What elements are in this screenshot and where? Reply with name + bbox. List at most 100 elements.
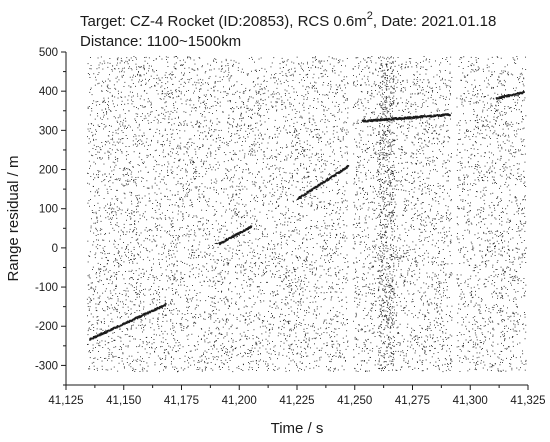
- noise-point: [247, 136, 249, 138]
- noise-point: [275, 105, 277, 107]
- noise-point: [248, 169, 250, 171]
- noise-point: [213, 89, 215, 91]
- noise-point: [312, 354, 314, 356]
- noise-point: [249, 298, 251, 299]
- noise-point: [271, 252, 273, 253]
- noise-point: [163, 149, 164, 151]
- noise-point: [265, 348, 267, 350]
- noise-point: [341, 131, 343, 132]
- noise-point: [310, 205, 312, 207]
- noise-point: [139, 344, 141, 346]
- noise-point: [182, 186, 184, 188]
- noise-point: [294, 340, 296, 342]
- noise-point: [190, 161, 191, 163]
- noise-point: [202, 101, 204, 103]
- noise-point: [334, 105, 336, 107]
- noise-point: [143, 308, 144, 310]
- noise-point: [246, 336, 248, 337]
- noise-point: [263, 79, 265, 81]
- noise-point: [193, 322, 194, 324]
- noise-point: [215, 178, 217, 180]
- noise-point: [121, 75, 123, 77]
- noise-point: [129, 66, 130, 68]
- noise-point: [176, 271, 178, 273]
- noise-point: [129, 300, 131, 302]
- noise-point: [305, 234, 307, 236]
- noise-point: [226, 92, 228, 94]
- noise-point: [300, 165, 302, 167]
- noise-point: [173, 105, 175, 106]
- noise-point: [138, 243, 139, 245]
- noise-point: [279, 67, 281, 69]
- noise-point: [177, 371, 178, 372]
- noise-point: [252, 255, 254, 257]
- noise-point: [210, 314, 212, 316]
- noise-point: [269, 348, 271, 350]
- noise-point: [98, 351, 99, 352]
- noise-point: [139, 152, 141, 154]
- noise-point: [163, 176, 165, 178]
- noise-point: [164, 349, 165, 351]
- noise-point: [342, 220, 344, 221]
- noise-point: [183, 327, 185, 329]
- noise-point: [136, 282, 137, 284]
- noise-point: [244, 186, 246, 188]
- noise-point: [285, 172, 287, 174]
- noise-point: [123, 303, 124, 305]
- noise-point: [97, 358, 99, 360]
- noise-point: [310, 129, 312, 131]
- noise-point: [260, 116, 261, 118]
- noise-point: [339, 350, 341, 352]
- noise-point: [165, 77, 167, 78]
- noise-point: [219, 146, 221, 148]
- noise-point: [172, 293, 174, 295]
- noise-point: [187, 194, 189, 196]
- noise-point: [306, 297, 308, 299]
- noise-point: [279, 258, 281, 259]
- noise-point: [200, 123, 202, 125]
- noise-point: [244, 155, 246, 157]
- noise-point: [155, 223, 156, 225]
- noise-point: [199, 97, 200, 98]
- noise-point: [206, 222, 208, 224]
- noise-point: [164, 349, 166, 351]
- noise-point: [88, 368, 89, 370]
- noise-point: [225, 248, 227, 250]
- noise-point: [165, 367, 167, 369]
- noise-point: [171, 118, 173, 120]
- noise-point: [140, 95, 142, 97]
- noise-point: [87, 73, 89, 74]
- noise-point: [121, 183, 123, 185]
- noise-point: [172, 250, 174, 251]
- noise-point: [112, 356, 114, 358]
- noise-point: [203, 228, 205, 230]
- noise-point: [343, 224, 345, 226]
- noise-point: [277, 127, 279, 129]
- noise-point: [112, 182, 114, 184]
- noise-point: [224, 353, 225, 354]
- noise-point: [298, 138, 300, 139]
- noise-point: [148, 200, 150, 202]
- noise-point: [180, 326, 182, 328]
- noise-point: [157, 321, 159, 322]
- noise-point: [98, 72, 100, 74]
- noise-point: [96, 367, 98, 369]
- noise-point: [126, 358, 128, 360]
- noise-point: [230, 100, 231, 102]
- noise-point: [252, 130, 254, 132]
- noise-point: [316, 136, 317, 138]
- noise-point: [218, 68, 220, 70]
- noise-point: [182, 369, 184, 371]
- noise-point: [191, 268, 193, 270]
- noise-point: [130, 194, 132, 196]
- noise-point: [229, 208, 231, 210]
- noise-point: [274, 156, 276, 157]
- noise-point: [276, 130, 278, 131]
- noise-point: [184, 247, 185, 249]
- noise-point: [168, 154, 170, 156]
- noise-point: [263, 196, 265, 198]
- noise-point: [255, 195, 257, 197]
- noise-point: [235, 126, 237, 127]
- noise-point: [162, 118, 164, 119]
- noise-point: [143, 118, 145, 120]
